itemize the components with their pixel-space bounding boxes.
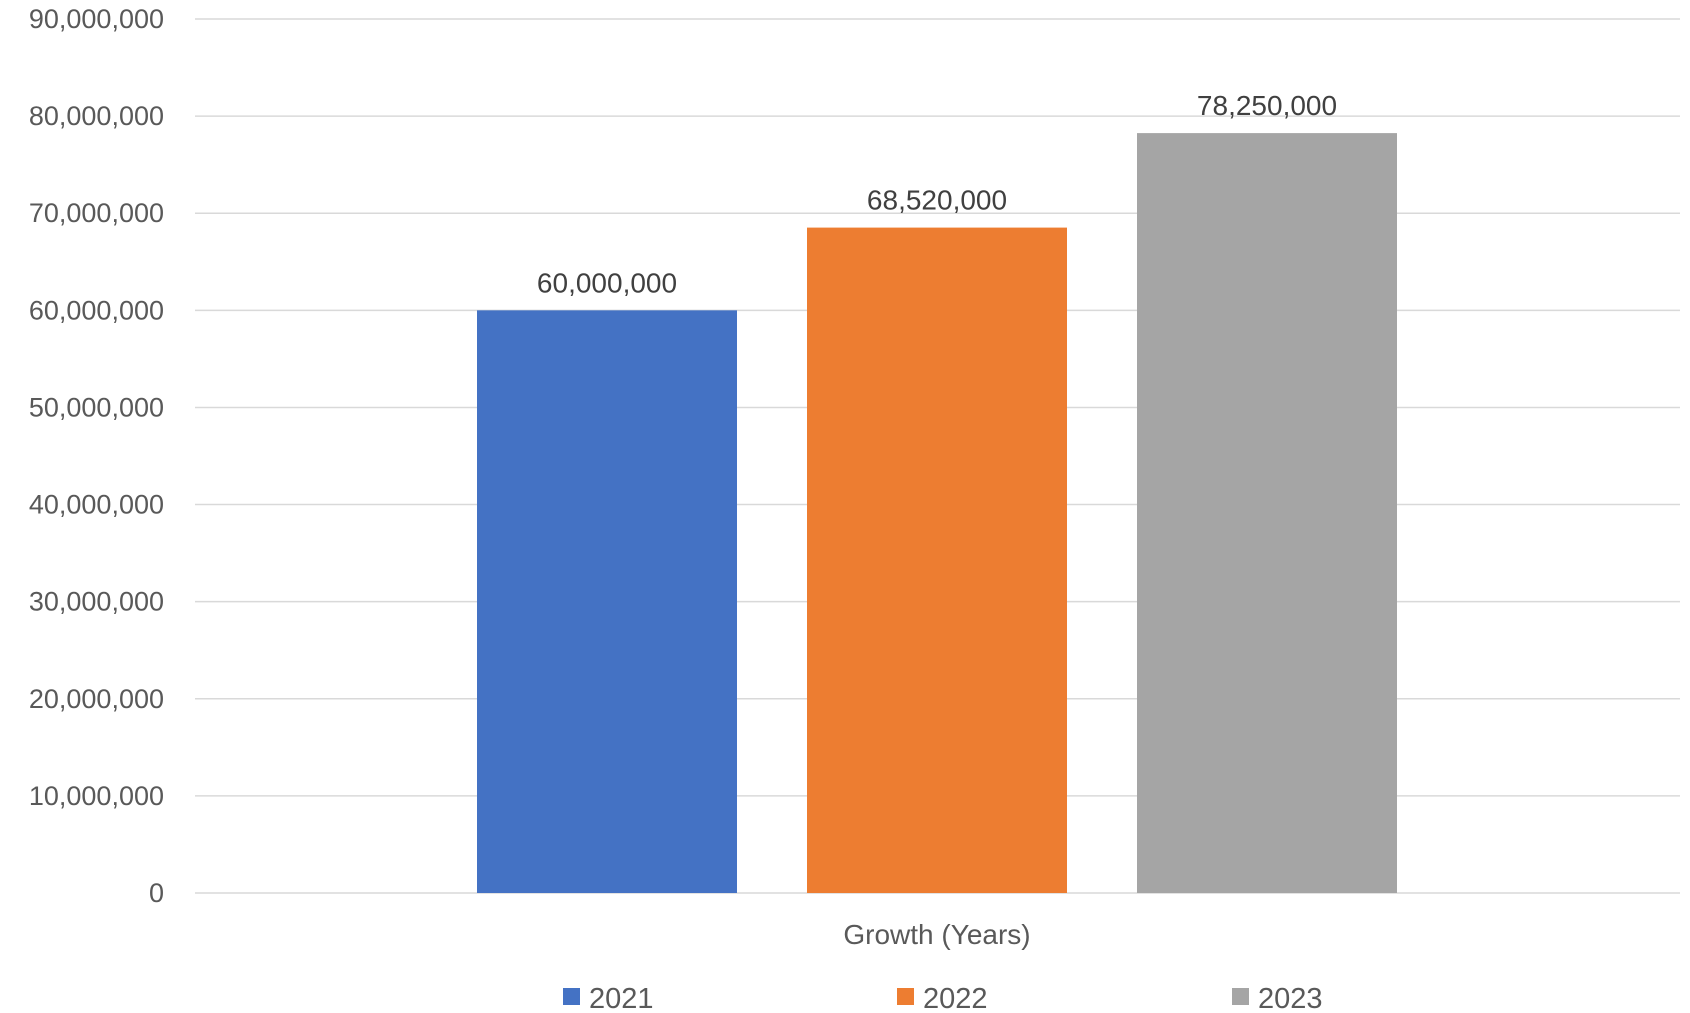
bar-2023 [1137,133,1397,893]
data-label-2022: 68,520,000 [867,185,1007,216]
bar-2021 [477,310,737,893]
y-tick-label: 10,000,000 [29,781,164,811]
y-tick-label: 40,000,000 [29,490,164,520]
legend-swatch-2023 [1232,988,1249,1005]
y-tick-label: 0 [149,878,164,908]
y-tick-label: 60,000,000 [29,295,164,325]
y-axis-tick-labels: 0 10,000,000 20,000,000 30,000,000 40,000,00… [29,4,164,908]
data-labels: 60,000,000 68,520,000 78,250,000 [537,90,1337,298]
data-label-2023: 78,250,000 [1197,90,1337,121]
y-tick-label: 30,000,000 [29,587,164,617]
legend-label-2021: 2021 [589,983,654,1013]
legend-label-2022: 2022 [923,983,988,1013]
bars [477,133,1397,893]
legend: 2021 2022 2023 [563,983,1323,1013]
legend-label-2023: 2023 [1258,983,1323,1013]
y-tick-label: 50,000,000 [29,392,164,422]
legend-swatch-2021 [563,988,580,1005]
bar-2022 [807,227,1067,893]
legend-swatch-2022 [897,988,914,1005]
y-tick-label: 20,000,000 [29,684,164,714]
data-label-2021: 60,000,000 [537,267,677,298]
y-tick-label: 70,000,000 [29,198,164,228]
y-tick-label: 80,000,000 [29,101,164,131]
y-tick-label: 90,000,000 [29,4,164,34]
x-axis-title: Growth (Years) [843,919,1030,950]
